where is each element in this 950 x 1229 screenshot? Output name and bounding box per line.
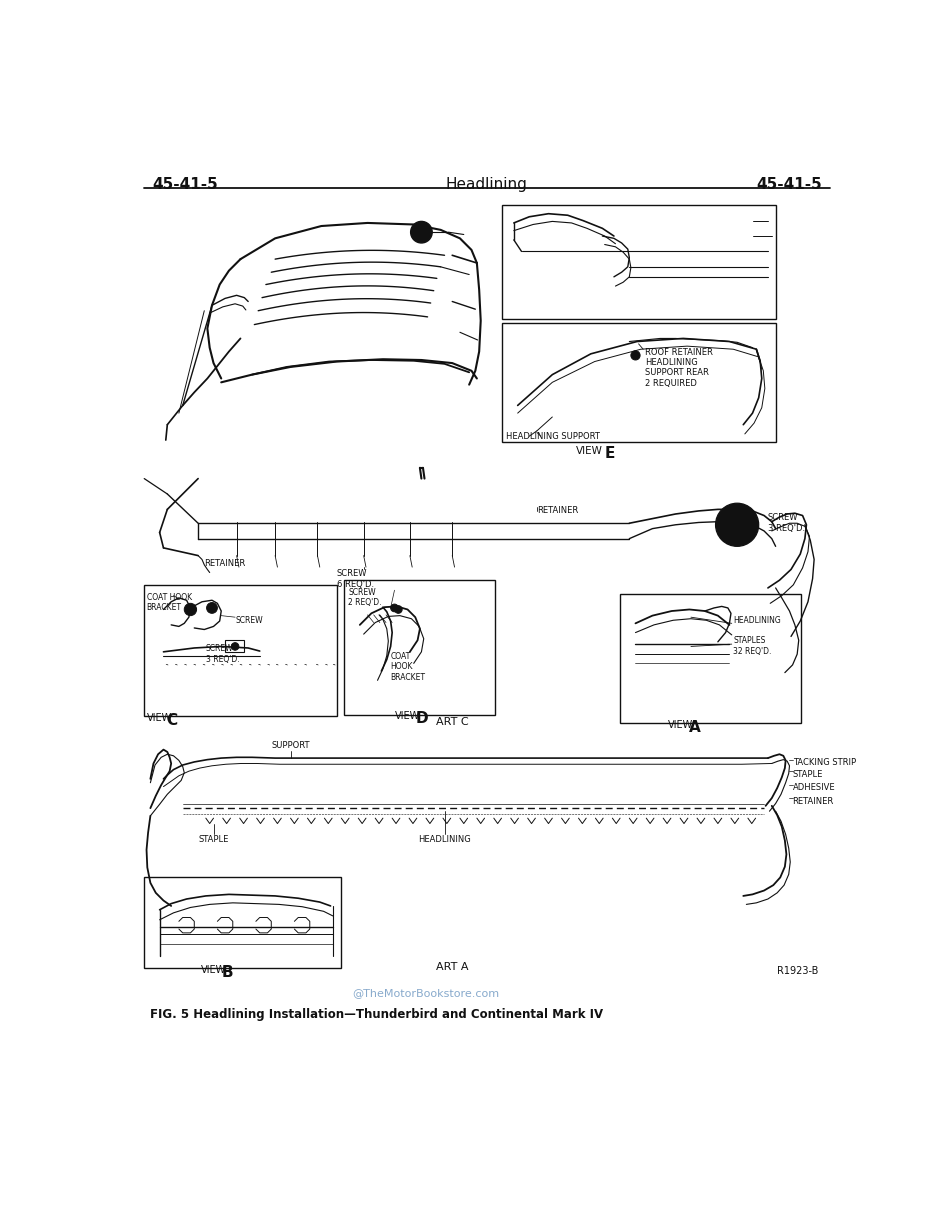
Text: SCREW
6 REQ'D.: SCREW 6 REQ'D. bbox=[336, 569, 374, 589]
Text: SUPPORT: SUPPORT bbox=[272, 741, 310, 751]
Circle shape bbox=[206, 602, 218, 613]
Bar bbox=[225, 640, 244, 651]
Text: D: D bbox=[416, 712, 428, 726]
Bar bbox=[345, 580, 495, 715]
Bar bbox=[144, 585, 336, 715]
Text: VIEW: VIEW bbox=[146, 713, 172, 723]
Text: VIEW: VIEW bbox=[200, 965, 226, 976]
Text: B: B bbox=[221, 965, 233, 981]
Bar bbox=[503, 323, 775, 442]
Text: COAT
HOOK
BRACKET: COAT HOOK BRACKET bbox=[390, 651, 426, 682]
Circle shape bbox=[390, 605, 398, 612]
Text: VIEW: VIEW bbox=[394, 712, 420, 721]
Text: SCREW
3 REQ'D.: SCREW 3 REQ'D. bbox=[768, 514, 805, 532]
Text: E: E bbox=[418, 227, 425, 237]
Text: SCREW
3 REQ'D.: SCREW 3 REQ'D. bbox=[206, 644, 239, 664]
Text: COAT HOOK
BRACKET: COAT HOOK BRACKET bbox=[146, 592, 192, 612]
Bar bbox=[503, 205, 775, 320]
Text: RETAINER: RETAINER bbox=[792, 796, 834, 805]
Text: FIG. 5 Headlining Installation—Thunderbird and Continental Mark IV: FIG. 5 Headlining Installation—Thunderbi… bbox=[150, 1008, 603, 1021]
Circle shape bbox=[410, 221, 432, 243]
Circle shape bbox=[184, 603, 197, 616]
Text: ROOF RETAINER
HEADLINING
SUPPORT REAR
2 REQUIRED: ROOF RETAINER HEADLINING SUPPORT REAR 2 … bbox=[645, 348, 712, 388]
Bar bbox=[620, 594, 801, 724]
Text: A: A bbox=[690, 720, 701, 735]
Text: 45-41-5: 45-41-5 bbox=[756, 177, 822, 192]
Text: ART C: ART C bbox=[436, 718, 468, 728]
Text: STAPLE: STAPLE bbox=[199, 834, 229, 844]
Bar bbox=[144, 878, 340, 968]
Text: C: C bbox=[166, 713, 177, 728]
Circle shape bbox=[231, 643, 239, 650]
Text: ART A: ART A bbox=[436, 962, 468, 972]
Text: VIEW: VIEW bbox=[668, 720, 693, 730]
Text: SCREW: SCREW bbox=[235, 616, 263, 624]
Text: HEADLINING: HEADLINING bbox=[418, 834, 471, 844]
Circle shape bbox=[722, 509, 752, 541]
Text: R1923-B: R1923-B bbox=[776, 966, 818, 976]
Text: SCREW
2 REQ'D.: SCREW 2 REQ'D. bbox=[349, 587, 382, 607]
Text: Headlining: Headlining bbox=[446, 177, 528, 192]
Text: HEADLINING: HEADLINING bbox=[733, 616, 781, 624]
Text: STAPLE: STAPLE bbox=[792, 769, 823, 779]
Text: STAPLES
32 REQ'D.: STAPLES 32 REQ'D. bbox=[733, 637, 771, 656]
Text: VIEW: VIEW bbox=[576, 446, 602, 456]
Text: @TheMotorBookstore.com: @TheMotorBookstore.com bbox=[352, 988, 500, 998]
Circle shape bbox=[394, 606, 402, 613]
Text: TACKING STRIP: TACKING STRIP bbox=[792, 758, 856, 767]
Text: 45-41-5: 45-41-5 bbox=[152, 177, 218, 192]
Text: RETAINER: RETAINER bbox=[204, 559, 245, 569]
Text: RETAINER: RETAINER bbox=[537, 506, 579, 515]
Circle shape bbox=[631, 350, 640, 360]
Text: E: E bbox=[605, 446, 615, 461]
Text: HEADLINING SUPPORT: HEADLINING SUPPORT bbox=[506, 433, 600, 441]
Circle shape bbox=[715, 503, 759, 547]
Text: ADHESIVE: ADHESIVE bbox=[792, 783, 835, 791]
